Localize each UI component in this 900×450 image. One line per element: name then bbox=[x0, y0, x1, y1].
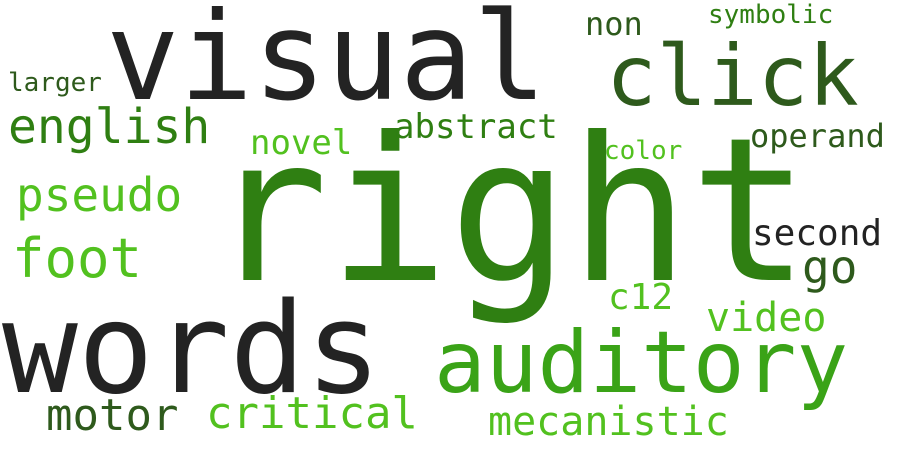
word-pseudo: pseudo bbox=[16, 168, 183, 222]
word-second: second bbox=[752, 213, 883, 254]
word-foot: foot bbox=[12, 227, 143, 290]
word-auditory: auditory bbox=[434, 313, 849, 413]
word-words: words bbox=[2, 275, 382, 422]
word-color: color bbox=[604, 136, 683, 166]
word-abstract: abstract bbox=[394, 107, 558, 147]
word-critical: critical bbox=[206, 388, 418, 439]
word-go: go bbox=[802, 240, 858, 294]
word-visual: visual bbox=[106, 0, 547, 128]
word-motor: motor bbox=[46, 390, 179, 441]
word-right: right bbox=[208, 95, 811, 328]
word-english: english bbox=[8, 99, 211, 155]
word-novel: novel bbox=[250, 123, 353, 163]
word-operand: operand bbox=[750, 117, 885, 155]
word-click: click bbox=[606, 27, 859, 125]
word-c12: c12 bbox=[608, 277, 674, 318]
word-symbolic: symbolic bbox=[708, 0, 834, 30]
word-mecanistic: mecanistic bbox=[488, 399, 729, 445]
word-non: non bbox=[585, 5, 643, 43]
word-video: video bbox=[706, 295, 827, 341]
word-larger: larger bbox=[8, 68, 102, 98]
